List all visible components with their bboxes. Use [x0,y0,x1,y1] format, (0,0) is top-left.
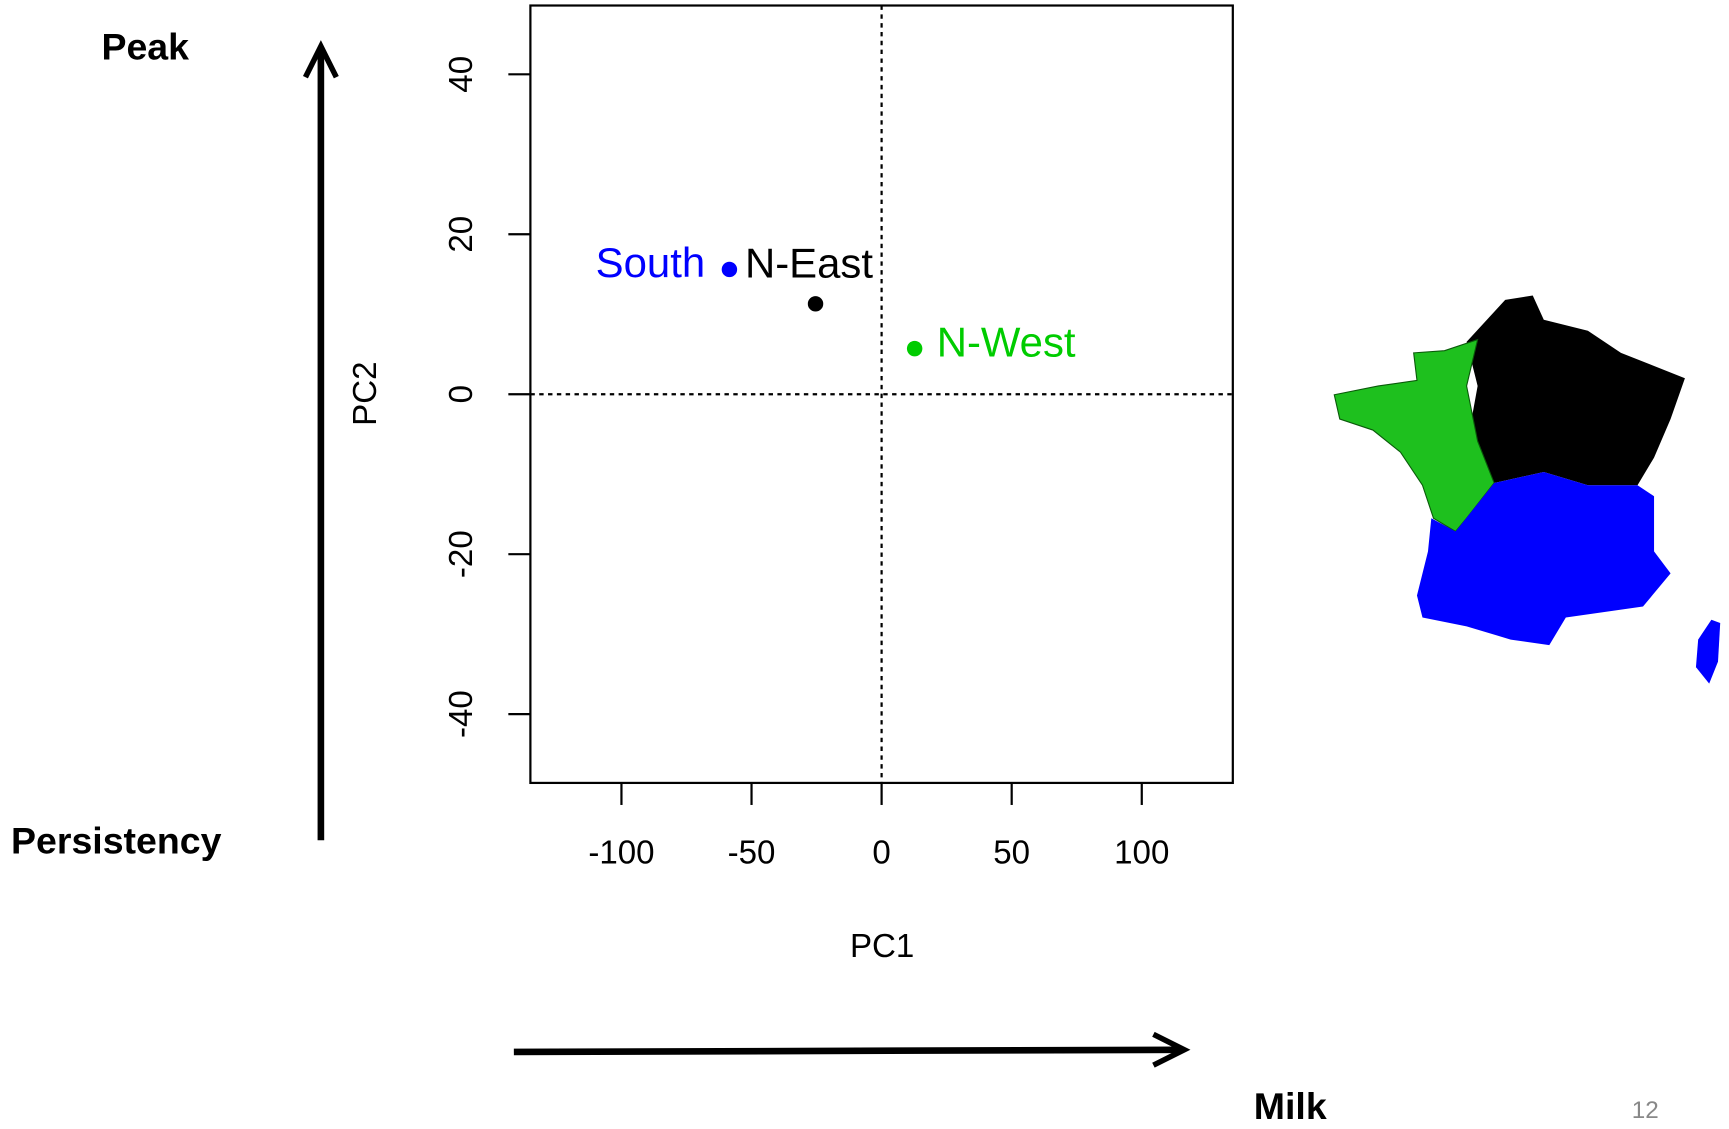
north-west-region [1333,338,1495,533]
arrow-head [1152,1031,1191,1068]
y-tick-label: 20 [443,216,480,253]
content: Peak Persistency Milk 12 PC1 PC2 -100 -50… [11,4,1721,1127]
arrows [302,40,1191,1068]
arrow-head [302,40,339,79]
x-tick-label: 50 [993,834,1030,871]
horizontal-arrow [513,1046,1180,1056]
point-label: N-East [745,239,873,286]
x-tick-label: -50 [728,834,776,871]
page-number: 12 [1632,1097,1659,1124]
north-east-region [1466,295,1685,486]
peak-label: Peak [101,26,189,68]
y-tick-label: 0 [443,385,480,403]
y-axis-title: PC2 [347,361,384,425]
y-tick-label: -40 [443,690,480,738]
x-tick-label: 100 [1114,834,1169,871]
point [906,340,923,357]
persistency-label: Persistency [11,819,222,861]
x-tick-label: 0 [872,834,890,871]
south-region [1416,471,1671,646]
point [807,296,824,312]
x-tick-label: -100 [588,834,654,871]
x-axis-title: PC1 [850,928,914,965]
y-tick-label: -20 [443,530,480,578]
y-tick-label: 40 [443,56,480,93]
point-label: N-West [937,318,1076,365]
point-label: South [596,239,705,286]
france-map [1333,295,1721,684]
point [721,261,738,278]
milk-label: Milk [1254,1085,1327,1127]
corsica [1695,619,1721,684]
